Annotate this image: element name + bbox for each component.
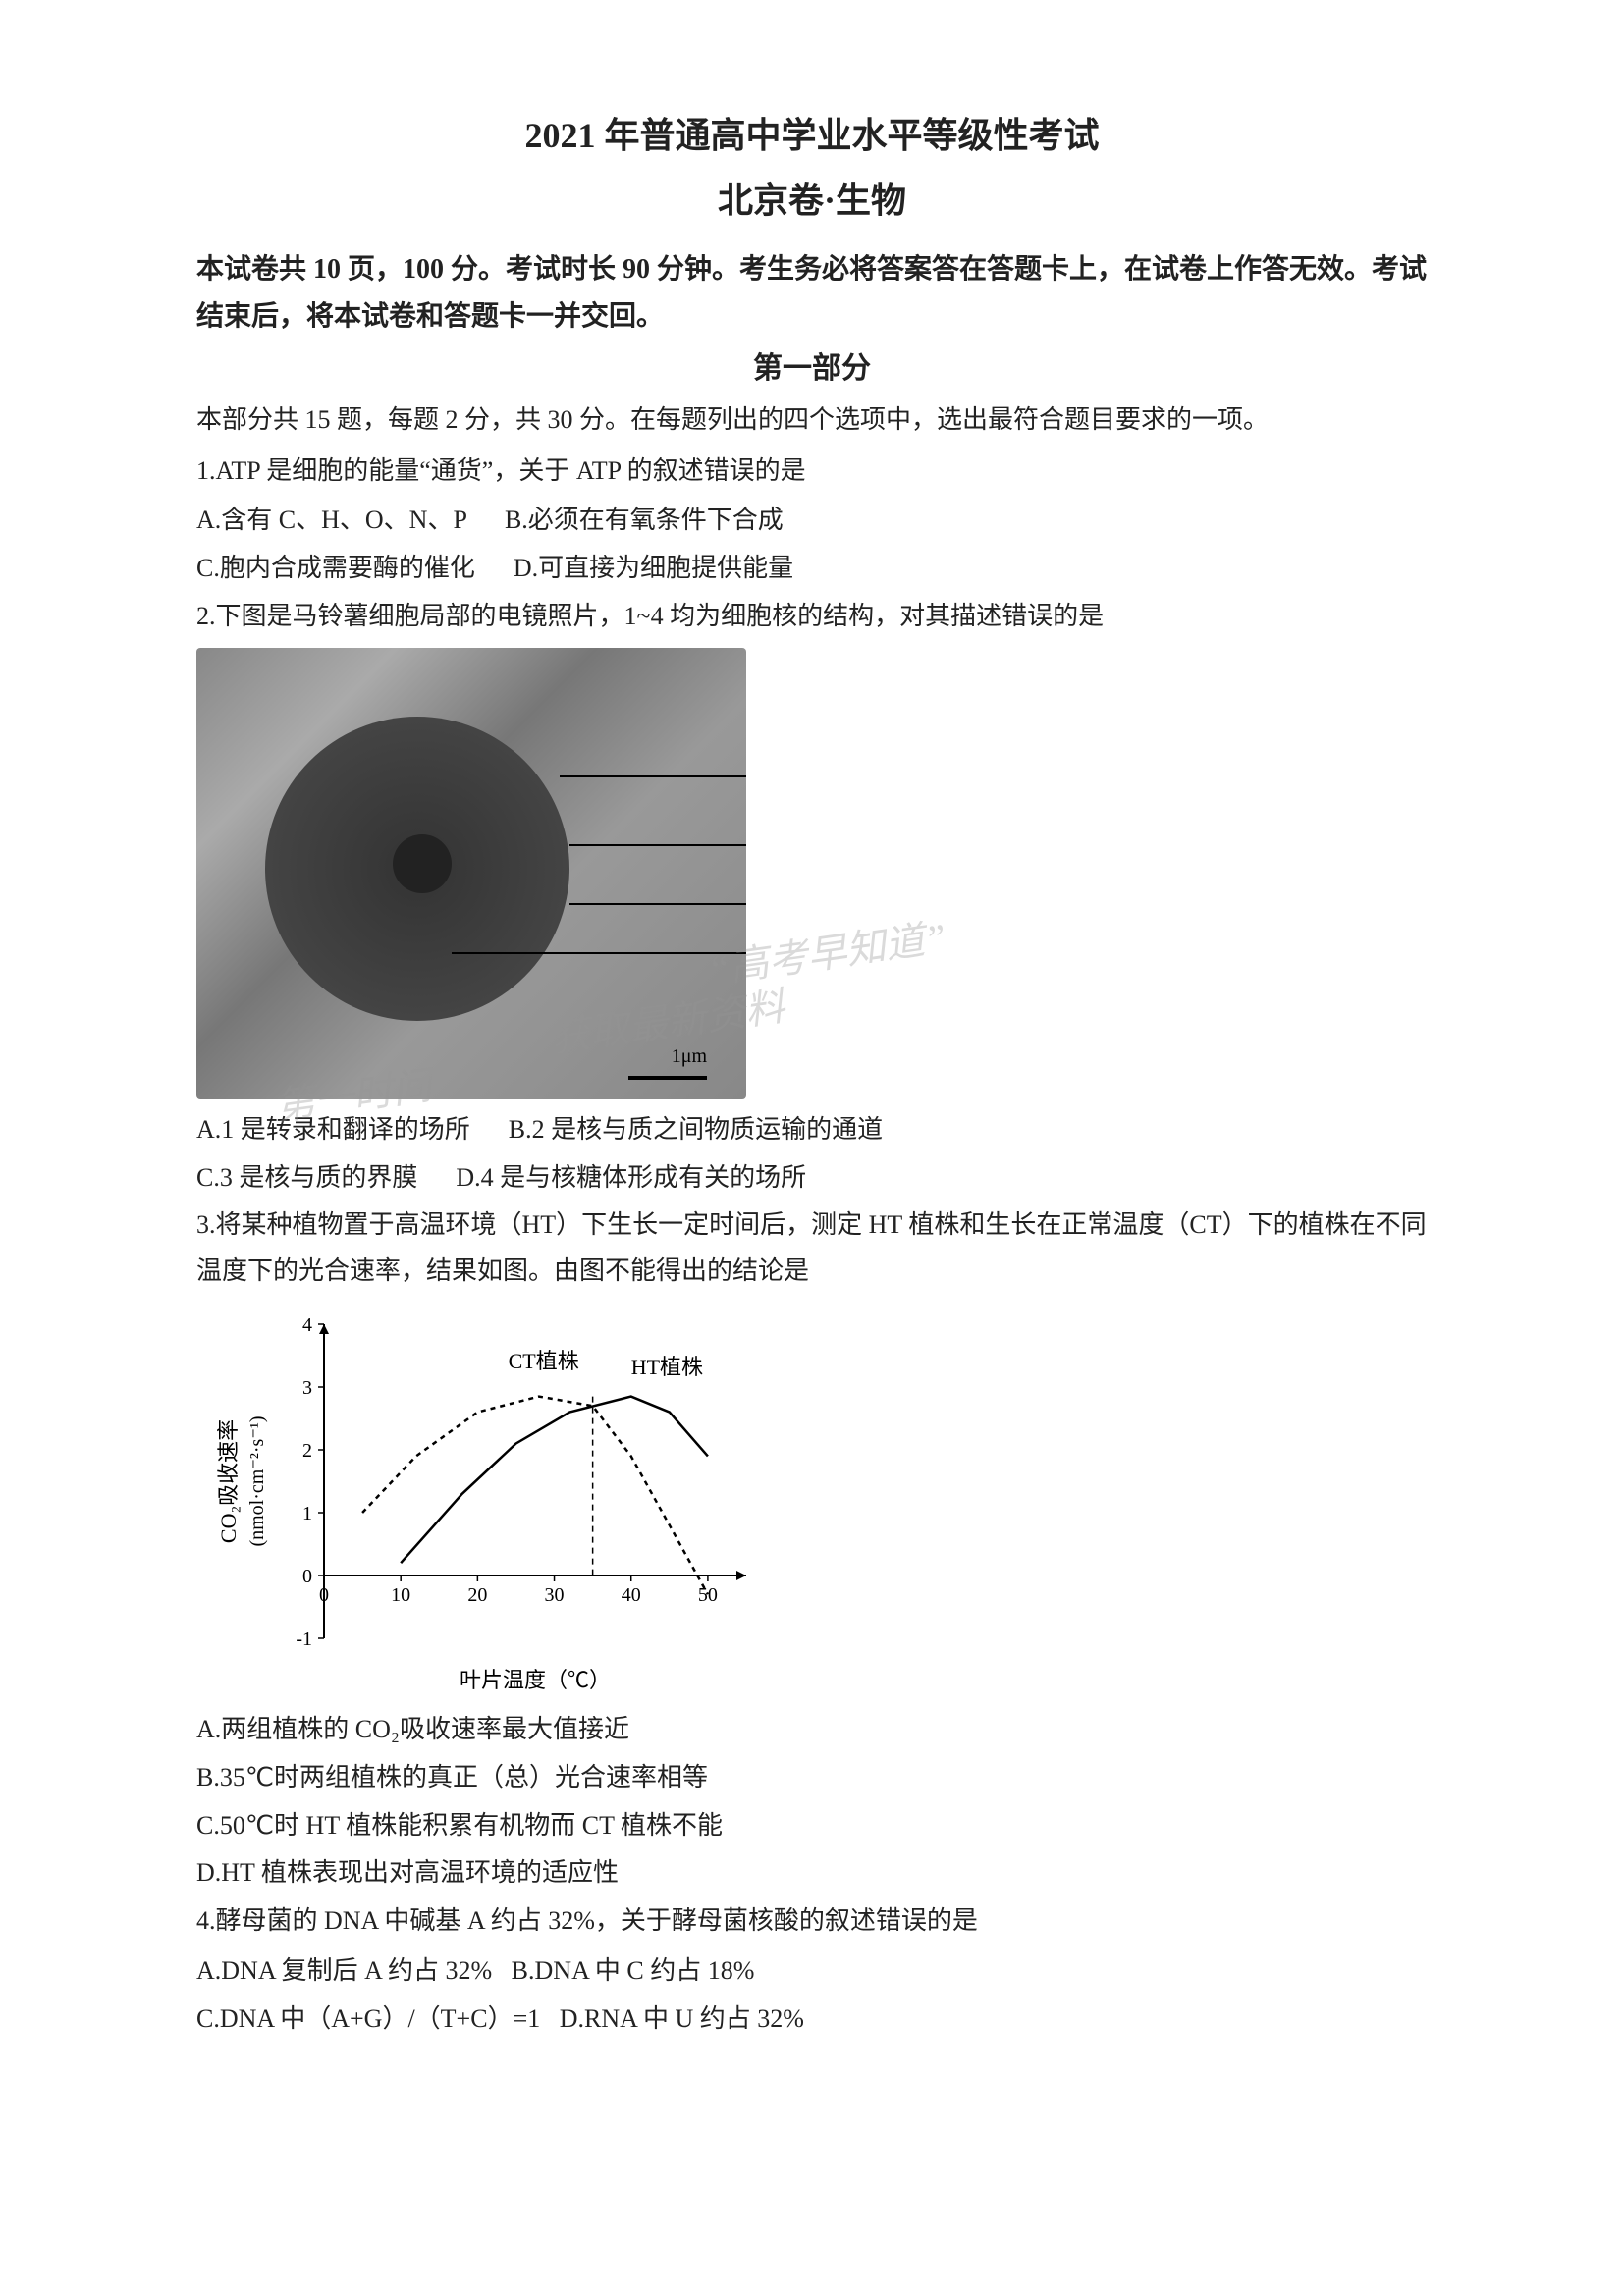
- q3-stem: 3.将某种植物置于高温环境（HT）下生长一定时间后，测定 HT 植株和生长在正常…: [196, 1202, 1428, 1295]
- chart-svg: 0 10 20 30 40 50 -1 0 1 2 3 4 CT植株 HT植株叶片温度（℃） CO₂吸收速率…: [216, 1305, 766, 1697]
- svg-text:HT植株: HT植株: [631, 1355, 703, 1379]
- q4-optB: B.DNA 中 C 约占 18%: [512, 1956, 755, 1985]
- q2-optC: C.3 是核与质的界膜: [196, 1163, 417, 1192]
- scale-label: 1μm: [672, 1041, 707, 1072]
- q2-stem: 2.下图是马铃薯细胞局部的电镜照片，1~4 均为细胞核的结构，对其描述错误的是: [196, 594, 1428, 640]
- section-heading: 第一部分: [196, 346, 1428, 393]
- svg-text:叶片温度（℃）: 叶片温度（℃）: [460, 1668, 611, 1692]
- q2-figure: 1 2核孔 3 4 1μm: [196, 648, 1428, 1099]
- q3-options: A.两组植株的 CO₂吸收速率最大值接近 B.35℃时两组植株的真正（总）光合速…: [196, 1707, 1428, 1896]
- svg-text:50: 50: [698, 1584, 718, 1606]
- q3-optC: C.50℃时 HT 植株能积累有机物而 CT 植株不能: [196, 1803, 1428, 1849]
- q3-optB: B.35℃时两组植株的真正（总）光合速率相等: [196, 1755, 1428, 1801]
- nucleolus-region: [393, 834, 452, 893]
- q2-optB: B.2 是核与质之间物质运输的通道: [509, 1115, 883, 1144]
- svg-text:CO₂吸收速率: CO₂吸收速率: [216, 1419, 241, 1543]
- q4-optA: A.DNA 复制后 A 约占 32%: [196, 1956, 492, 1985]
- svg-text:(nmol·cm⁻²·s⁻¹): (nmol·cm⁻²·s⁻¹): [246, 1415, 268, 1546]
- svg-text:40: 40: [622, 1584, 641, 1606]
- svg-text:1: 1: [302, 1503, 312, 1524]
- svg-text:2: 2: [302, 1440, 312, 1462]
- instructions-text: 本试卷共 10 页，100 分。考试时长 90 分钟。考生务必将答案答在答题卡上…: [196, 246, 1428, 340]
- q1-options: A.含有 C、H、O、N、P B.必须在有氧条件下合成 C.胞内合成需要酶的催化…: [196, 498, 1428, 592]
- svg-text:0: 0: [319, 1584, 329, 1606]
- q3-optA: A.两组植株的 CO₂吸收速率最大值接近: [196, 1707, 1428, 1753]
- q3-optD: D.HT 植株表现出对高温环境的适应性: [196, 1850, 1428, 1896]
- q1-optA: A.含有 C、H、O、N、P: [196, 506, 466, 534]
- svg-text:10: 10: [391, 1584, 410, 1606]
- svg-text:30: 30: [545, 1584, 565, 1606]
- q2-optD: D.4 是与核糖体形成有关的场所: [456, 1163, 806, 1192]
- q1-optC: C.胞内合成需要酶的催化: [196, 554, 475, 582]
- q3-chart: 0 10 20 30 40 50 -1 0 1 2 3 4 CT植株 HT植株叶片温度（℃） CO₂吸收速率…: [216, 1305, 766, 1697]
- q1-optD: D.可直接为细胞提供能量: [514, 554, 793, 582]
- q1-optB: B.必须在有氧条件下合成: [505, 506, 784, 534]
- q4-stem: 4.酵母菌的 DNA 中碱基 A 约占 32%，关于酵母菌核酸的叙述错误的是: [196, 1898, 1428, 1945]
- subtitle: 北京卷·生物: [196, 173, 1428, 230]
- q4-optD: D.RNA 中 U 约占 32%: [560, 2004, 804, 2033]
- cell-micrograph: 1 2核孔 3 4 1μm: [196, 648, 746, 1099]
- q4-options: A.DNA 复制后 A 约占 32% B.DNA 中 C 约占 18% C.DN…: [196, 1949, 1428, 2043]
- q4-optC: C.DNA 中（A+G）/（T+C）=1: [196, 2004, 540, 2033]
- q1-stem: 1.ATP 是细胞的能量“通货”，关于 ATP 的叙述错误的是: [196, 449, 1428, 495]
- svg-text:-1: -1: [296, 1629, 312, 1650]
- scale-bar: [628, 1076, 707, 1080]
- main-title: 2021 年普通高中学业水平等级性考试: [196, 108, 1428, 165]
- svg-text:0: 0: [302, 1566, 312, 1587]
- svg-text:4: 4: [302, 1314, 312, 1336]
- q2-options: A.1 是转录和翻译的场所 B.2 是核与质之间物质运输的通道 C.3 是核与质…: [196, 1107, 1428, 1201]
- svg-text:3: 3: [302, 1377, 312, 1399]
- svg-text:20: 20: [467, 1584, 487, 1606]
- section-description: 本部分共 15 题，每题 2 分，共 30 分。在每题列出的四个选项中，选出最符…: [196, 399, 1428, 442]
- svg-text:CT植株: CT植株: [509, 1349, 579, 1373]
- q2-optA: A.1 是转录和翻译的场所: [196, 1115, 470, 1144]
